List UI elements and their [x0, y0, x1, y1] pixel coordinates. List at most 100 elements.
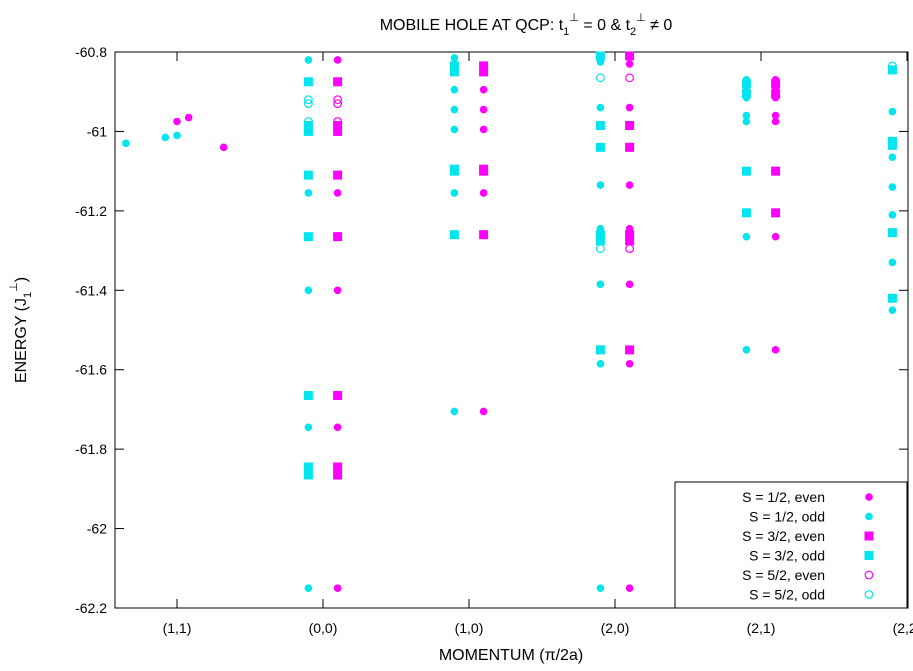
y-tick-label: -60.8	[75, 44, 107, 60]
data-point	[888, 183, 897, 191]
data-point	[625, 359, 634, 368]
data-point	[449, 61, 459, 71]
y-tick-label: -62	[87, 521, 107, 537]
data-point	[479, 105, 488, 114]
data-point	[625, 584, 634, 592]
data-point	[887, 140, 897, 150]
ylabel-sub: 1	[22, 292, 34, 298]
x-tick-label: (1,1)	[163, 620, 192, 636]
data-point	[625, 73, 634, 83]
title-mid: = 0 & t	[579, 17, 631, 34]
data-point	[742, 346, 751, 354]
data-point	[304, 584, 313, 592]
data-point	[450, 125, 459, 134]
data-point	[333, 286, 342, 295]
data-point	[742, 117, 751, 126]
ylabel-main: ENERGY (J	[13, 298, 30, 383]
data-point	[450, 189, 459, 197]
data-point	[161, 133, 170, 142]
data-point	[596, 244, 605, 253]
data-point	[741, 89, 751, 99]
data-point	[333, 99, 343, 109]
data-point	[596, 584, 605, 592]
data-point	[450, 85, 459, 94]
legend-marker	[864, 551, 874, 560]
data-point	[219, 143, 228, 152]
legend-marker	[865, 512, 873, 521]
data-point	[888, 258, 897, 267]
title-end: ≠ 0	[646, 17, 673, 34]
plot-frame	[114, 51, 909, 609]
legend-marker	[865, 493, 873, 501]
data-point	[303, 470, 313, 480]
data-point	[333, 423, 342, 432]
legend-label: S = 1/2, odd	[749, 509, 825, 525]
data-point	[596, 103, 605, 112]
data-point	[625, 181, 634, 189]
data-point	[625, 51, 635, 61]
data-point	[303, 77, 313, 87]
data-point	[449, 230, 459, 240]
data-point	[450, 407, 459, 416]
data-point	[596, 181, 605, 189]
legend-label: S = 3/2, odd	[749, 548, 825, 564]
data-points	[122, 51, 897, 592]
data-point	[333, 470, 343, 480]
y-tick-label: -61.2	[75, 203, 107, 219]
y-axis-label: ENERGY (J1⊥)	[8, 277, 34, 383]
data-point	[479, 230, 489, 240]
data-point	[771, 166, 781, 176]
data-point	[173, 117, 181, 126]
y-tick-label: -61.6	[75, 362, 107, 378]
data-point	[479, 85, 488, 94]
data-point	[449, 166, 459, 176]
legend-label: S = 3/2, even	[742, 528, 825, 544]
data-point	[595, 51, 605, 61]
data-point	[173, 131, 181, 140]
data-point	[595, 142, 605, 152]
data-point	[887, 228, 897, 238]
data-point	[333, 189, 342, 197]
legend: S = 1/2, even S = 1/2, odd S = 3/2, even S …	[674, 481, 908, 609]
y-tick-label: -61.4	[75, 282, 107, 298]
data-point	[303, 126, 313, 136]
data-point	[333, 232, 343, 242]
data-point	[333, 117, 343, 126]
title-sub1: 1	[563, 26, 569, 38]
title-sub2: 2	[630, 26, 636, 38]
data-point	[741, 208, 751, 218]
legend-marker	[864, 570, 874, 580]
ylabel-end: )	[13, 277, 30, 282]
data-point	[333, 462, 343, 472]
data-point	[595, 236, 605, 246]
data-point	[625, 142, 635, 152]
x-tick-label: (0,0)	[309, 620, 338, 636]
data-point	[333, 170, 343, 180]
data-point	[479, 407, 488, 416]
data-point	[625, 236, 635, 246]
data-point	[304, 95, 313, 105]
data-point	[303, 391, 313, 401]
data-point	[304, 423, 313, 432]
data-point	[742, 111, 751, 120]
data-point	[771, 89, 781, 99]
legend-entries: S = 1/2, even S = 1/2, odd S = 3/2, even S …	[742, 489, 874, 603]
data-point	[595, 230, 605, 240]
x-tick-label: (1,0)	[455, 620, 484, 636]
data-point	[771, 346, 780, 354]
ylabel-sup: ⊥	[8, 282, 20, 292]
data-point	[625, 230, 635, 240]
data-point	[887, 293, 897, 303]
data-point	[184, 113, 193, 122]
data-point	[479, 67, 489, 77]
data-point	[741, 166, 751, 176]
data-point	[771, 208, 781, 218]
data-point	[333, 77, 343, 87]
data-point	[625, 244, 634, 253]
data-point	[771, 79, 781, 89]
x-axis-label: MOMENTUM (π/2a)	[439, 647, 583, 664]
data-point	[479, 125, 488, 134]
x-tick-label: (2,2)	[893, 620, 913, 636]
